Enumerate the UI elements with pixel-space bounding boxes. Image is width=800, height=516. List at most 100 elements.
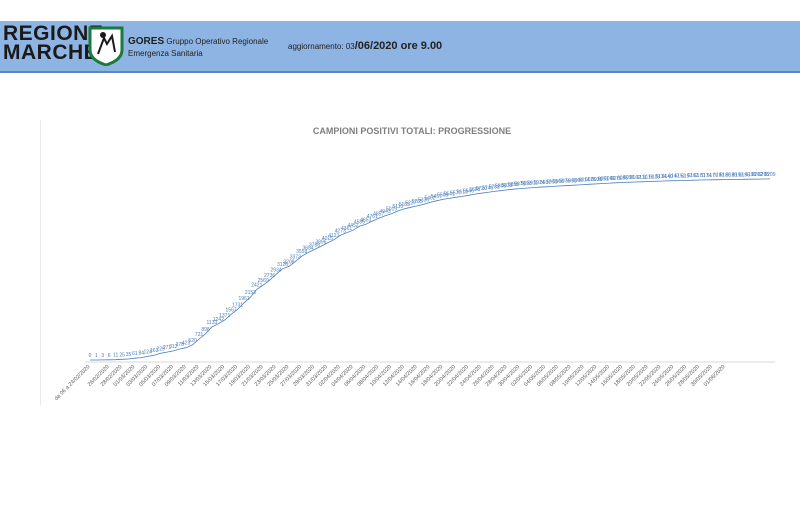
data-labels: 0 1 3 6 11 25 35 61 84 12416322927131237842352072…: [89, 172, 776, 359]
data-label: 6119: [643, 175, 654, 181]
data-label: 0: [89, 353, 92, 359]
data-label: 3126: [277, 262, 288, 268]
data-label: 3558: [296, 249, 307, 255]
data-label: 6199: [745, 172, 756, 178]
data-label: 5805: [495, 184, 506, 190]
data-label: 6189: [726, 173, 737, 179]
data-label: 5875: [514, 182, 525, 188]
data-label: 1133: [207, 320, 218, 326]
series-line: [90, 178, 771, 361]
data-label: 4761: [367, 214, 378, 220]
data-label: 271: [163, 345, 172, 351]
data-label: 5855: [508, 182, 519, 188]
data-label: 5950: [546, 180, 557, 186]
data-label: 5110: [393, 204, 404, 210]
data-label: 5782: [489, 184, 500, 190]
data-label: 4653: [360, 217, 371, 223]
data-label: 5237: [405, 200, 416, 206]
data-label: 4121: [328, 233, 339, 239]
data-label: 6177: [707, 173, 718, 179]
data-label: 6096: [623, 175, 634, 181]
data-label: 5646: [463, 188, 474, 194]
data-label: 6102: [630, 175, 641, 181]
chart-title: CAMPIONI POSITIVI TOTALI: PROGRESSIONE: [313, 126, 511, 136]
data-label: 6196: [739, 172, 750, 178]
data-label: 3373: [290, 255, 301, 261]
data-label: 5720: [476, 186, 487, 192]
data-label: 6205: [758, 172, 769, 178]
data-label: 6152: [675, 174, 686, 180]
data-label: 721: [195, 332, 204, 338]
data-label: 5893: [521, 181, 532, 187]
data-label: 6000: [572, 178, 583, 184]
data-label: 5688: [469, 187, 480, 193]
data-label: 6128: [649, 174, 660, 180]
data-label: 5746: [482, 185, 493, 191]
data-label: 6163: [687, 173, 698, 179]
data-label: 898: [201, 327, 210, 333]
x-tick-labels: da 06 a 24/02/202026/02/202028/02/202001…: [54, 364, 727, 402]
org-name: GORES Gruppo Operativo Regionale Emergen…: [128, 36, 268, 60]
data-label: 6193: [732, 172, 743, 178]
data-label: 2934: [270, 267, 281, 273]
regione-marche-logo: REGIONE MARCHE: [3, 23, 103, 64]
data-label: 5505: [437, 192, 448, 198]
header-divider: [0, 71, 800, 73]
data-label: 3208: [283, 259, 294, 265]
data-label: 2153: [245, 290, 256, 296]
data-label: 6174: [700, 173, 711, 179]
data-label: 6: [108, 353, 111, 359]
data-label: 6134: [655, 174, 666, 180]
chart-frame: [40, 120, 786, 405]
data-label: 6181: [713, 173, 724, 179]
data-label: 6026: [585, 177, 596, 183]
data-label: 6111: [637, 175, 648, 181]
data-label: 5833: [501, 183, 512, 189]
data-label: 84: [139, 351, 145, 357]
data-label: 6075: [610, 176, 621, 182]
data-label: 1: [95, 353, 98, 359]
header-bar: [0, 21, 800, 71]
series-layer: [90, 178, 771, 361]
data-label: 4273: [335, 228, 346, 234]
data-label: 25: [119, 352, 125, 358]
data-label: 163: [150, 348, 159, 354]
data-label: 6140: [662, 174, 673, 180]
data-label: 5937: [540, 180, 551, 186]
data-label: 229: [156, 346, 165, 352]
data-label: 5966: [553, 179, 564, 185]
x-tick-label: da 06 a 24/02/2020: [54, 364, 92, 402]
data-label: 2421: [251, 282, 262, 288]
logo-line-2: MARCHE: [3, 41, 99, 64]
data-label: 5457: [431, 194, 442, 200]
data-label: 4015: [322, 236, 333, 242]
data-label: 6170: [694, 173, 705, 179]
data-label: 5336: [418, 197, 429, 203]
data-label: 5285: [412, 199, 423, 205]
data-label: 378: [176, 342, 185, 348]
shield-crest-icon: [88, 26, 124, 66]
data-label: 6086: [617, 176, 628, 182]
positive-cases-chart: CAMPIONI POSITIVI TOTALI: PROGRESSIONE 0…: [54, 126, 776, 402]
data-label: 35: [126, 352, 132, 358]
data-label: 6157: [681, 173, 692, 179]
data-label: 1731: [232, 303, 243, 309]
data-label: 6209: [764, 172, 775, 178]
data-label: 312: [169, 344, 178, 350]
org-short: GORES: [128, 36, 165, 47]
data-label: 4857: [373, 211, 384, 217]
data-label: 1242: [213, 317, 224, 323]
data-label: 4361: [341, 226, 352, 232]
data-label: 2569: [258, 278, 269, 284]
data-label: 1371: [219, 313, 230, 319]
update-info: aggiornamento: 03/06/2020 ore 9.00: [288, 40, 442, 52]
update-label: aggiornamento: 03: [288, 42, 355, 51]
update-value: /06/2020 ore 9.00: [354, 40, 443, 52]
data-label: 5911: [527, 181, 538, 187]
data-label: 6186: [720, 173, 731, 179]
data-label: 6038: [591, 177, 602, 183]
org-long-2: Emergenza Sanitaria: [128, 49, 203, 58]
data-label: 1961: [238, 296, 249, 302]
data-label: 5976: [559, 179, 570, 185]
data-label: 5990: [566, 178, 577, 184]
